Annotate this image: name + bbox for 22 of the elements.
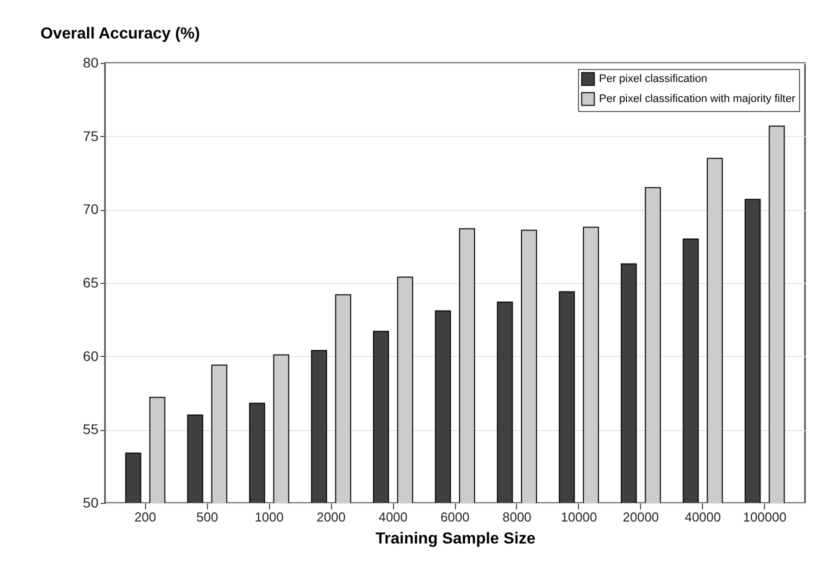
y-tick-label: 55 — [82, 421, 99, 438]
x-tick-label: 4000 — [378, 510, 408, 524]
y-tick-label: 70 — [82, 201, 99, 218]
x-tick-label: 100000 — [743, 510, 786, 524]
x-tick-label: 8000 — [502, 510, 532, 524]
x-tick-label: 1000 — [254, 510, 284, 524]
x-tick-label: 20000 — [622, 510, 659, 524]
x-tick-label: 10000 — [560, 510, 597, 524]
y-tick-label: 65 — [82, 274, 99, 290]
x-tick-label: 2000 — [316, 510, 346, 524]
x-tick-label: 200 — [134, 510, 156, 524]
y-tick-label: 50 — [82, 494, 99, 510]
x-tick-label: 500 — [196, 510, 218, 524]
y-tick-label: 60 — [82, 348, 99, 364]
x-tick-label: 6000 — [440, 510, 470, 524]
legend-label: Per pixel classification — [599, 73, 708, 85]
y-axis-title: Overall Accuracy (%) — [40, 26, 200, 42]
x-axis-title: Training Sample Size — [375, 530, 536, 548]
legend-label: Per pixel classification with majority filter — [599, 93, 796, 105]
y-tick-label: 80 — [82, 54, 99, 70]
y-tick-label: 75 — [82, 128, 99, 144]
x-tick-label: 40000 — [684, 510, 721, 524]
